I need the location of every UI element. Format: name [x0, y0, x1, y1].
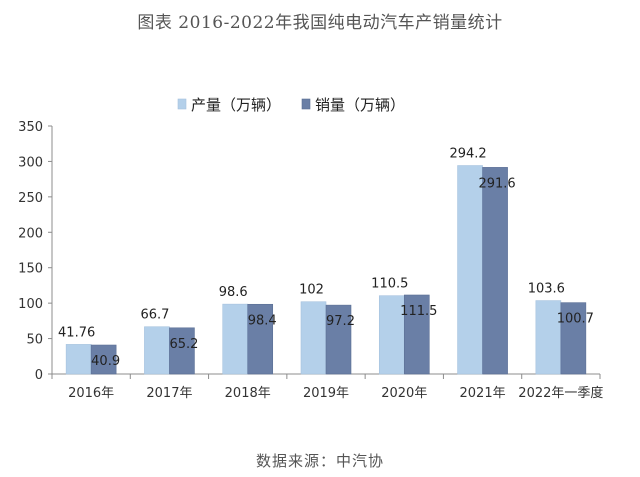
bar-production — [222, 303, 249, 375]
data-label: 65.2 — [169, 337, 198, 352]
bar-sales — [482, 167, 508, 375]
bar-production — [535, 300, 562, 375]
y-tick-label: 50 — [26, 333, 43, 348]
legend: 产量（万辆） 销量（万辆） — [177, 96, 405, 114]
x-axis: 2016年 2017年 2018年 2019年 2020年 2021年 2022年一季度 — [51, 373, 603, 401]
bar-sales — [403, 294, 430, 375]
legend-swatch — [301, 98, 311, 110]
data-labels: 41.76 66.7 98.6 102 110.5 294.2 103.6 40.9 65.2 9… — [58, 147, 594, 369]
bar-production — [457, 165, 483, 375]
data-label: 98.6 — [219, 285, 248, 300]
y-tick-label: 200 — [18, 226, 43, 241]
y-tick-label: 250 — [18, 191, 43, 206]
legend-swatch — [177, 98, 187, 110]
legend-label: 销量（万辆） — [315, 96, 405, 114]
data-label: 110.5 — [371, 277, 408, 292]
bar-production — [300, 301, 327, 375]
y-tick-label: 150 — [18, 262, 43, 277]
legend-label: 产量（万辆） — [191, 96, 281, 114]
bar-sales — [169, 327, 195, 375]
y-tick-label: 0 — [35, 368, 43, 383]
bar-sales — [247, 303, 274, 375]
x-tick-label: 2020年 — [381, 386, 427, 401]
bar-production — [65, 344, 92, 375]
y-axis: 0 50 100 150 200 250 300 350 — [18, 120, 53, 383]
data-label: 103.6 — [528, 282, 565, 297]
data-label: 98.4 — [248, 313, 277, 328]
data-label: 97.2 — [326, 314, 355, 329]
data-label: 291.6 — [478, 176, 515, 191]
bar-production — [144, 326, 170, 375]
x-tick-label: 2018年 — [225, 386, 271, 401]
source-note: 数据来源：中汽协 — [255, 452, 384, 470]
data-label: 100.7 — [557, 312, 594, 327]
chart-title: 图表 2016-2022年我国纯电动汽车产销量统计 — [137, 13, 503, 33]
data-label: 40.9 — [91, 354, 120, 369]
y-tick-label: 350 — [18, 120, 43, 135]
y-tick-label: 300 — [18, 155, 43, 170]
x-tick-label: 2022年一季度 — [518, 385, 603, 401]
data-label: 111.5 — [400, 304, 437, 319]
data-label: 102 — [299, 283, 324, 298]
data-label: 66.7 — [140, 308, 169, 323]
x-tick-label: 2021年 — [460, 386, 506, 401]
bar-sales — [560, 302, 587, 375]
x-tick-label: 2017年 — [146, 386, 192, 401]
bar-sales — [90, 344, 117, 375]
bars — [65, 165, 587, 375]
bar-sales — [325, 304, 352, 375]
y-tick-label: 100 — [18, 297, 43, 312]
data-label: 294.2 — [449, 147, 486, 162]
data-label: 41.76 — [58, 325, 95, 340]
x-tick-label: 2019年 — [303, 386, 349, 401]
x-tick-label: 2016年 — [68, 386, 114, 401]
